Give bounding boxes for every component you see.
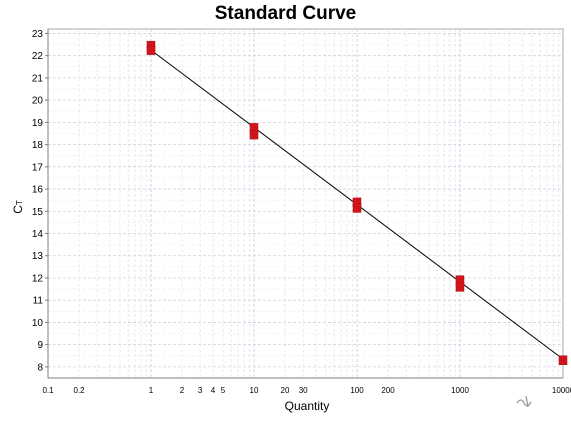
x-axis-label: Quantity — [285, 399, 330, 413]
plot-frame — [47, 28, 564, 379]
x-tick-label: 10 — [250, 386, 259, 395]
x-tick-label: 0.1 — [42, 386, 54, 395]
y-tick-label: 21 — [32, 73, 44, 84]
x-tick-label: 100 — [350, 386, 364, 395]
x-tick-label: 30 — [299, 386, 308, 395]
chart-title: Standard Curve — [214, 3, 357, 24]
y-tick-label: 8 — [37, 362, 43, 373]
data-point — [249, 129, 259, 140]
y-tick-label: 20 — [32, 96, 44, 107]
grid-lines — [47, 28, 564, 379]
y-tick-label: 23 — [32, 29, 44, 40]
data-points — [146, 40, 568, 365]
y-tick-label: 9 — [37, 340, 43, 351]
data-point — [558, 355, 568, 365]
y-axis-label: CT — [11, 200, 25, 214]
x-tick-label: 1000 — [451, 386, 469, 395]
y-tick-labels: 8 9 10 11 12 13 14 15 16 17 18 19 20 21 22 23 — [32, 29, 48, 373]
data-point — [455, 282, 465, 292]
x-tick-label: 0.2 — [73, 386, 85, 395]
y-tick-label: 10 — [32, 318, 44, 329]
x-tick-label: 1 — [149, 386, 154, 395]
x-tick-label: 10000 — [552, 386, 571, 395]
x-tick-label: 3 — [198, 386, 203, 395]
y-tick-label: 16 — [32, 185, 44, 196]
y-tick-label: 11 — [33, 296, 44, 307]
x-tick-label: 2 — [180, 386, 185, 395]
x-tick-label: 200 — [381, 386, 395, 395]
y-tick-label: 14 — [32, 229, 44, 240]
watermark-logo — [516, 395, 532, 408]
y-tick-label: 13 — [32, 251, 44, 262]
axes — [47, 29, 563, 379]
x-tick-label: 20 — [281, 386, 290, 395]
data-point — [352, 203, 362, 213]
y-tick-label: 17 — [32, 162, 44, 173]
y-tick-label: 12 — [32, 273, 44, 284]
x-tick-label: 4 — [211, 386, 216, 395]
y-tick-label: 22 — [32, 51, 44, 62]
y-tick-label: 18 — [32, 140, 44, 151]
x-tick-labels: 0.10.212345102030100200100010000100000 — [42, 386, 571, 395]
y-tick-label: 15 — [32, 207, 44, 218]
y-tick-label: 19 — [32, 118, 44, 129]
x-tick-label: 5 — [221, 386, 226, 395]
data-point — [146, 45, 156, 55]
